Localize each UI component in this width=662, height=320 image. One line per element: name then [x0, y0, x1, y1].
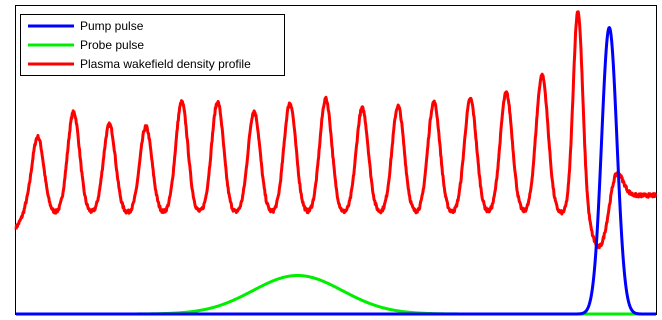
legend-label: Pump pulse: [80, 19, 144, 33]
legend: Pump pulse Probe pulse Plasma wakefield de…: [20, 14, 285, 76]
legend-label: Probe pulse: [80, 38, 144, 52]
legend-item: Pump pulse: [28, 19, 144, 33]
legend-label: Plasma wakefield density profile: [80, 57, 251, 71]
series-layer: [14, 10, 658, 316]
legend-item: Probe pulse: [28, 38, 144, 52]
legend-item: Plasma wakefield density profile: [28, 57, 251, 71]
series-line-pump-pulse: [14, 26, 658, 316]
series-line-plasma-wakefield-density-profile: [14, 10, 658, 250]
